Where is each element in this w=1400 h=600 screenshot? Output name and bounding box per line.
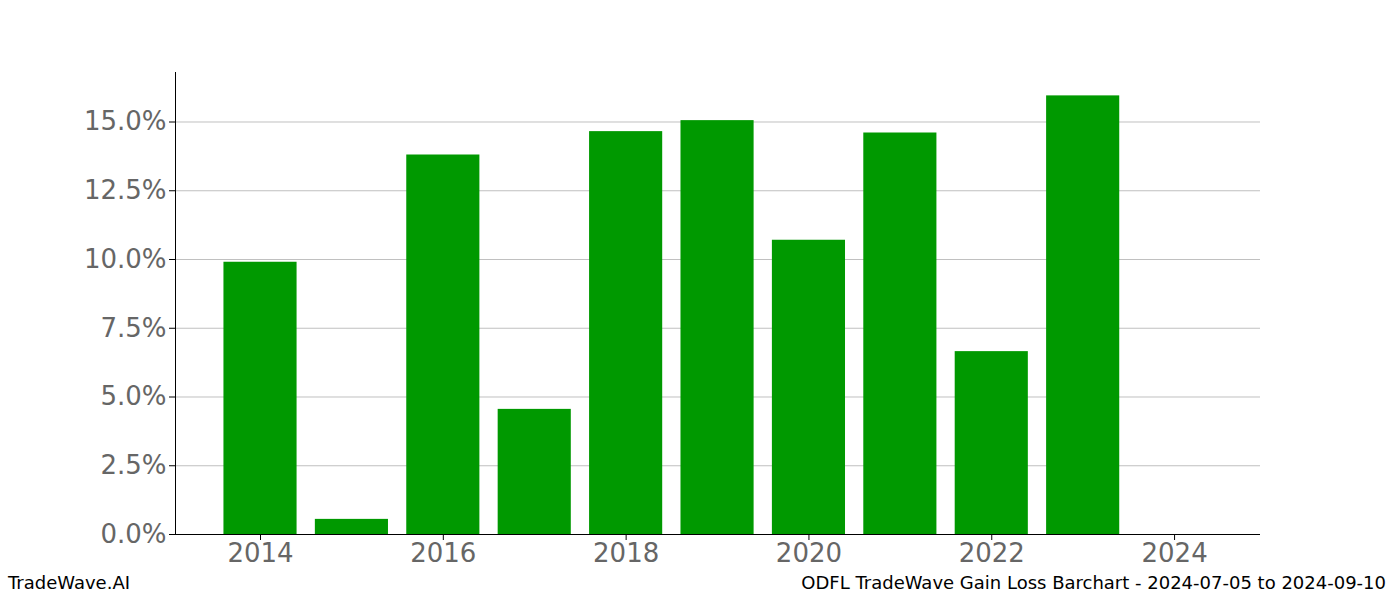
svg-text:0.0%: 0.0% [100, 519, 166, 549]
html-text:ODFL TradeWave Gain Loss Barch: ODFL TradeWave Gain Loss Barchart - 2024… [801, 572, 1386, 593]
svg-text:2022: 2022 [959, 538, 1025, 568]
svg-text:2014: 2014 [227, 538, 293, 568]
svg-text:7.5%: 7.5% [100, 313, 166, 343]
svg-text:2018: 2018 [593, 538, 659, 568]
html-text:TradeWave.AI: TradeWave.AI [8, 572, 130, 593]
svg-text:2024: 2024 [1141, 538, 1207, 568]
svg-text:2.5%: 2.5% [100, 450, 166, 480]
svg-text:5.0%: 5.0% [100, 381, 166, 411]
svg-text:10.0%: 10.0% [84, 244, 167, 274]
svg-text:2016: 2016 [410, 538, 476, 568]
svg-text:12.5%: 12.5% [84, 175, 167, 205]
svg-text:2020: 2020 [776, 538, 842, 568]
svg-text:15.0%: 15.0% [84, 106, 167, 136]
